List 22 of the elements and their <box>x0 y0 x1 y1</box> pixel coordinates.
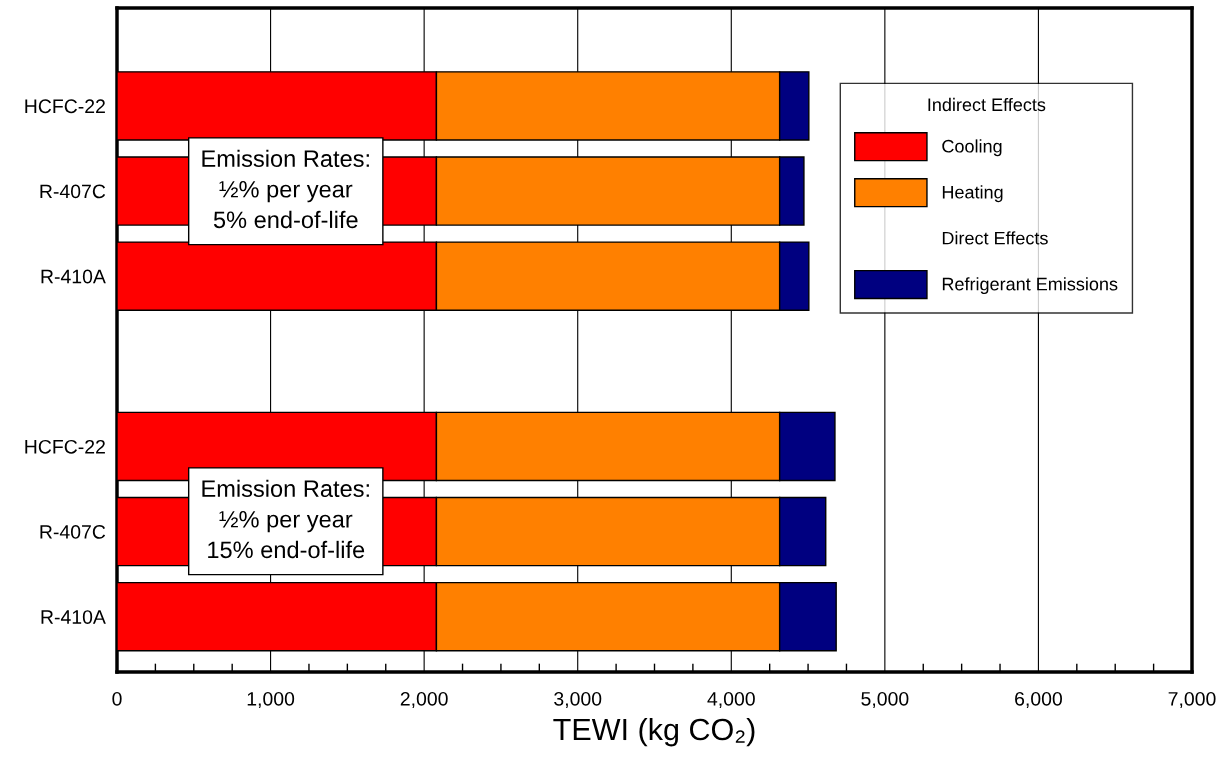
x-tick-label: 6,000 <box>1015 691 1062 709</box>
x-tick-label: 4,000 <box>707 691 755 709</box>
x-tick-label: 3,000 <box>554 691 602 709</box>
annotation: Emission Rates: ½% per year 5% end-of-life <box>202 149 369 229</box>
annotation: Emission Rates: ½% per year 15% end-of-life <box>202 479 369 559</box>
y-tick-label: HCFC-22 <box>25 439 105 454</box>
y-tick-label: R-410A <box>41 269 106 284</box>
annotation: Direct Effects <box>942 231 1048 245</box>
legend-label: Heating <box>942 185 1003 203</box>
x-tick-label: 0 <box>112 691 122 706</box>
legend-label: Refrigerant Emissions <box>942 277 1118 295</box>
x-tick-label: 2,000 <box>400 691 448 709</box>
x-tick-label: 5,000 <box>861 691 909 709</box>
x-tick-label: 7,000 <box>1168 691 1216 709</box>
y-tick-label: R-407C <box>40 184 106 199</box>
x-axis-title: TEWI (kg CO₂) <box>553 717 755 747</box>
y-tick-label: HCFC-22 <box>25 99 105 114</box>
legend-title: Indirect Effects <box>928 97 1046 112</box>
y-tick-label: R-410A <box>41 610 106 624</box>
y-tick-label: R-407C <box>40 525 106 539</box>
x-tick-label: 1,000 <box>247 691 295 709</box>
legend-label: Cooling <box>942 139 1002 157</box>
